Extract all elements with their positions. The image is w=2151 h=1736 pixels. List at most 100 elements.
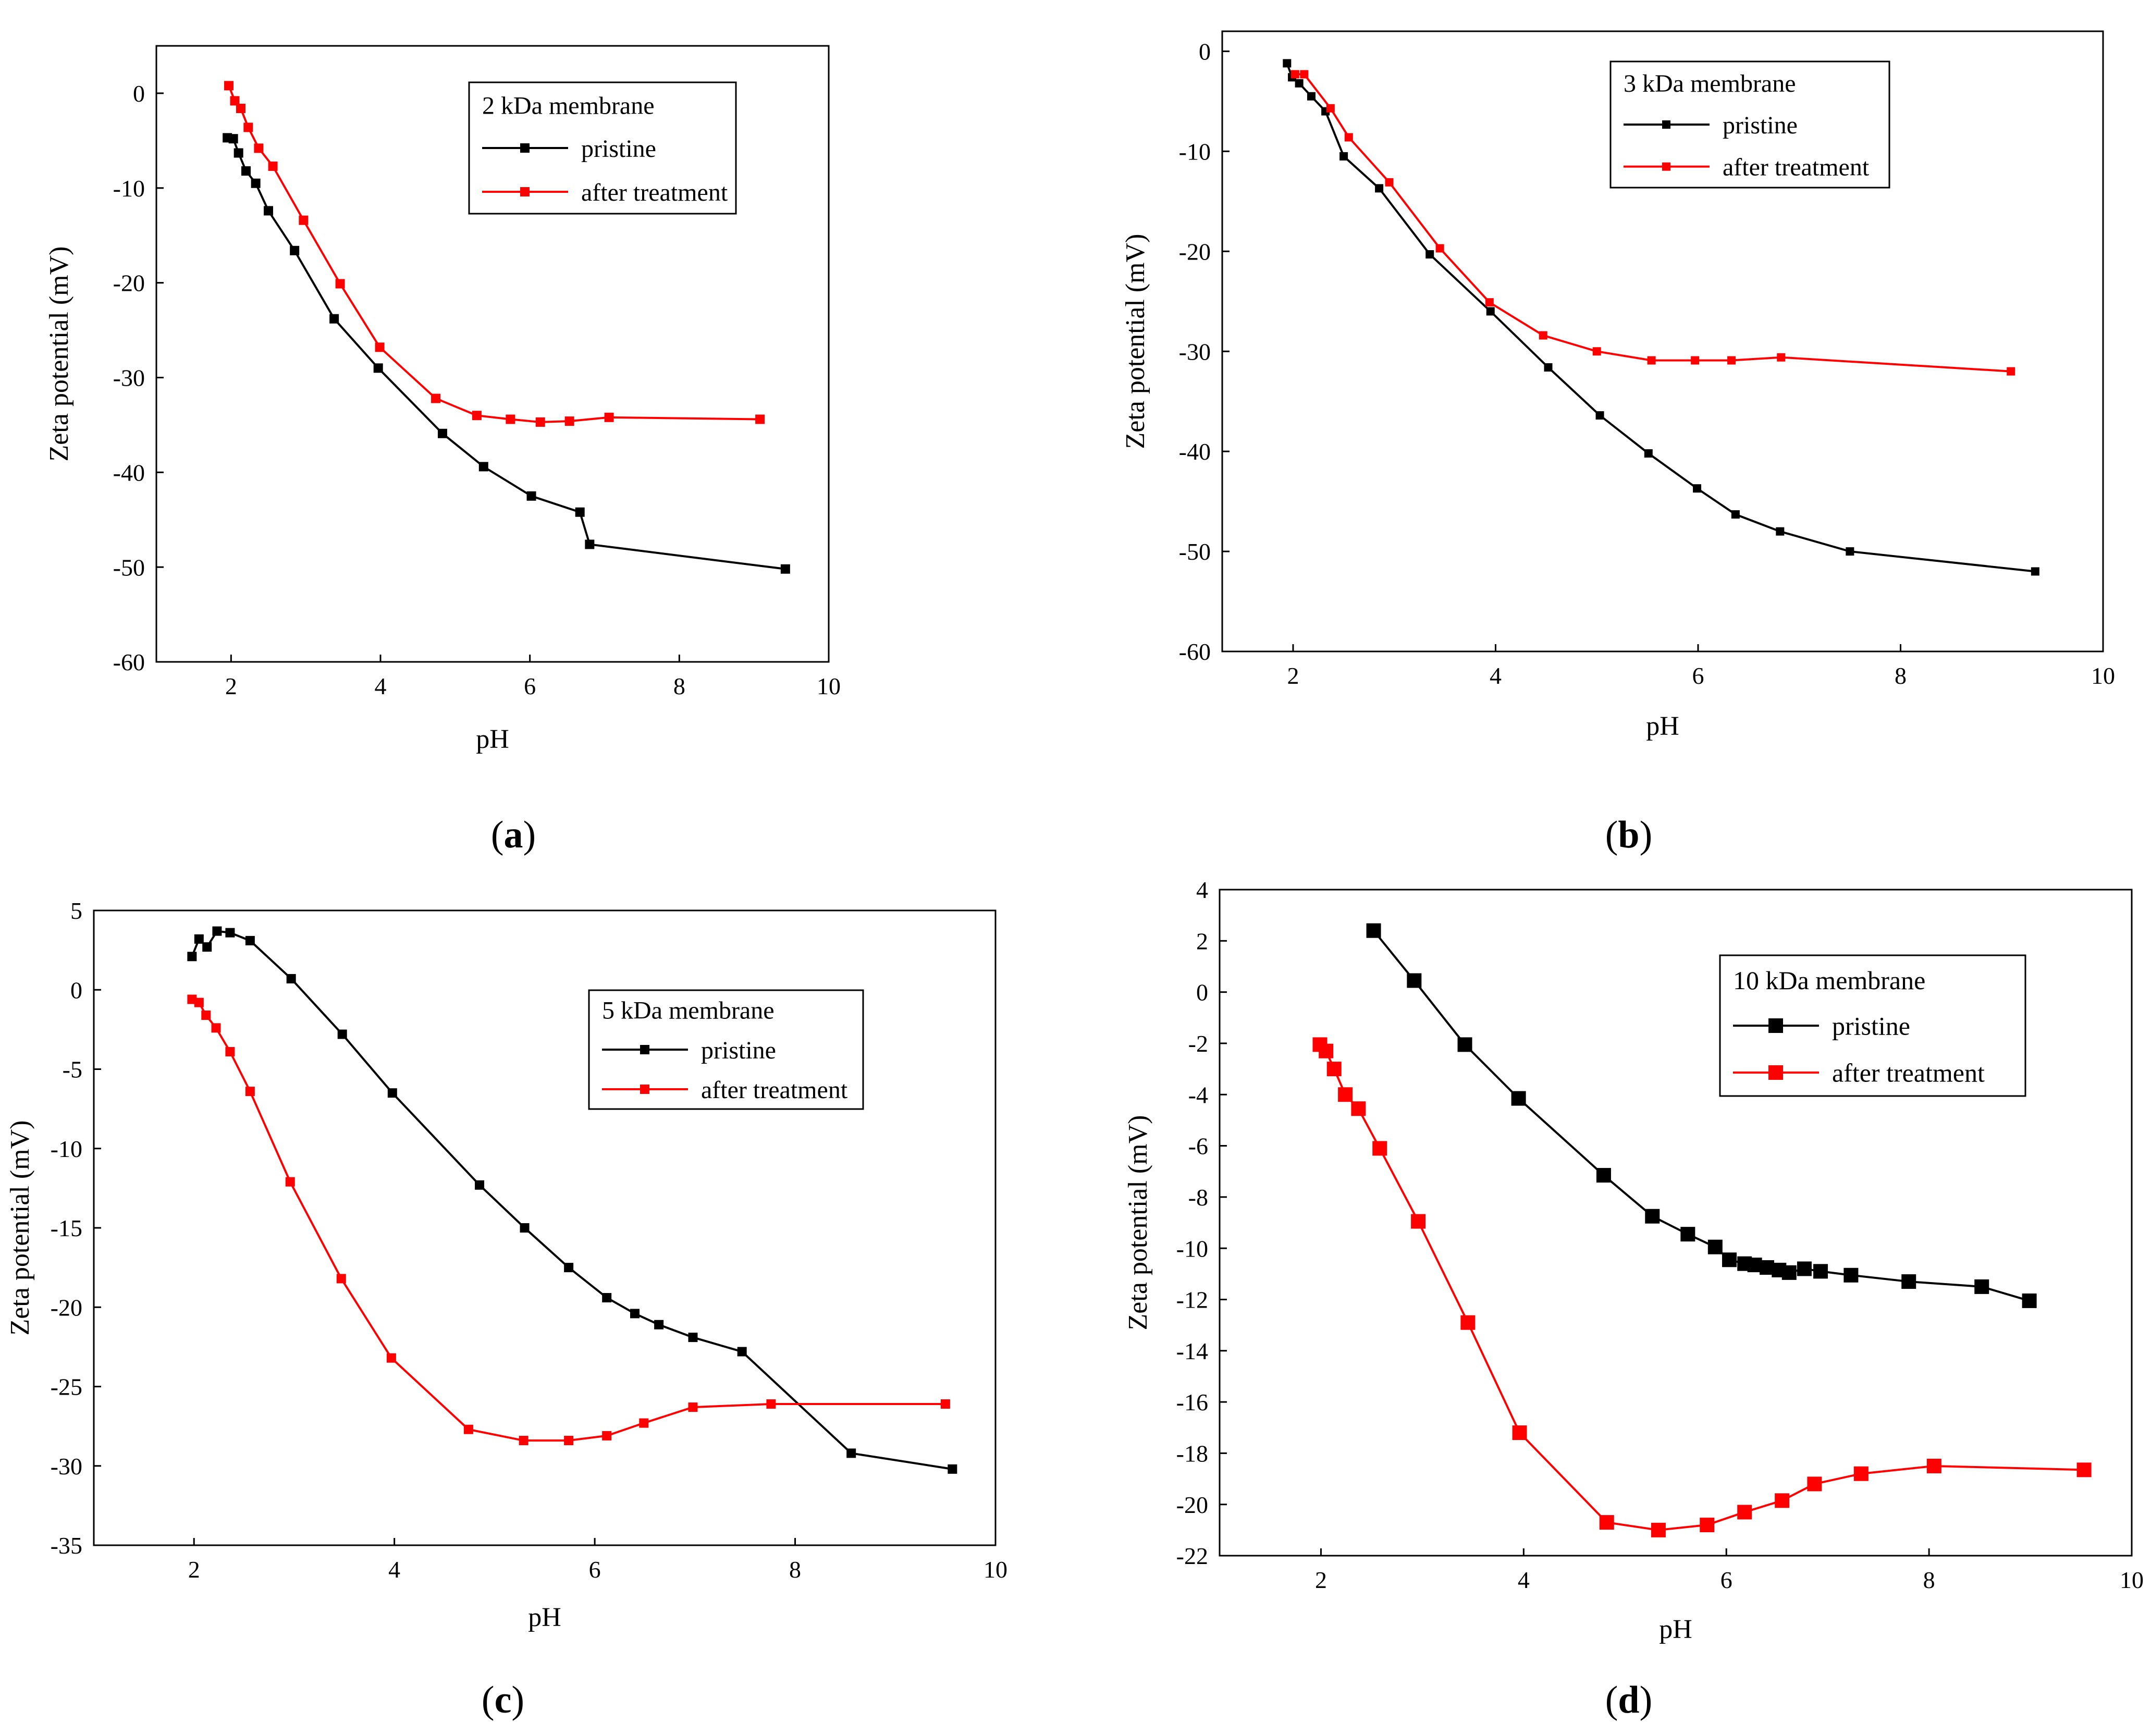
data-point-b-0-11 (1644, 449, 1653, 458)
data-point-d-1-8 (1512, 1425, 1527, 1440)
data-point-c-0-0 (187, 952, 197, 962)
data-point-b-0-5 (1339, 152, 1348, 161)
data-point-c-0-13 (630, 1309, 640, 1319)
y-tick-label-d-5: -6 (1188, 1133, 1208, 1160)
y-tick-label-d-11: -18 (1176, 1440, 1208, 1467)
y-tick-label-c-1: 0 (70, 977, 82, 1003)
y-tick-label-b-5: -50 (1179, 538, 1211, 565)
data-point-b-1-12 (1777, 353, 1786, 362)
data-point-c-1-15 (766, 1399, 776, 1409)
data-point-a-0-7 (329, 314, 339, 324)
data-point-c-0-11 (564, 1263, 574, 1273)
data-point-d-1-11 (1700, 1518, 1715, 1533)
y-tick-label-c-0: 5 (70, 897, 82, 924)
legend-label-b-1: after treatment (1723, 153, 1870, 181)
data-point-d-1-6 (1411, 1214, 1426, 1229)
legend-label-c-1: after treatment (701, 1076, 848, 1104)
y-axis-title-b: Zeta potential (mV) (1121, 234, 1150, 449)
x-tick-label-d-4: 10 (2120, 1567, 2144, 1593)
y-tick-label-a-0: 0 (133, 80, 145, 107)
y-tick-label-d-6: -8 (1188, 1184, 1208, 1211)
data-point-b-1-11 (1727, 356, 1736, 365)
data-point-b-0-12 (1693, 484, 1702, 493)
data-point-b-0-2 (1295, 79, 1304, 88)
data-point-a-0-2 (233, 148, 243, 158)
data-point-a-1-12 (535, 417, 545, 427)
data-point-a-0-4 (251, 178, 261, 188)
y-tick-label-c-7: -30 (51, 1453, 82, 1480)
x-axis-title-a: pH (476, 724, 509, 754)
data-point-d-0-13 (1781, 1265, 1797, 1280)
data-point-d-0-14 (1797, 1261, 1812, 1276)
chart-b: 2 4 6 8 10 0 -10 -20 -30 -40 -50 -60 pH Zeta potentia… (1121, 30, 2115, 741)
chart-panel-d: 2 4 6 8 10 4 2 0 -2 -4 -6 -8 -10 -12 -14 -16 -18 -20 -22 pH… (1076, 877, 2151, 1644)
data-point-b-1-10 (1691, 356, 1700, 365)
data-point-a-1-6 (299, 215, 309, 225)
legend-title-c: 5 kDa membrane (602, 997, 775, 1025)
data-point-b-0-7 (1425, 250, 1434, 259)
y-tick-label-b-4: -40 (1179, 438, 1211, 465)
data-point-d-0-6 (1680, 1227, 1695, 1242)
legend-label-d-1: after treatment (1832, 1058, 1985, 1088)
data-point-a-0-13 (585, 539, 595, 549)
data-point-d-1-2 (1326, 1062, 1342, 1077)
data-point-a-1-9 (431, 393, 441, 403)
data-point-a-1-15 (755, 414, 765, 424)
data-point-c-1-9 (463, 1424, 473, 1434)
data-point-d-0-2 (1457, 1037, 1472, 1052)
legend-label-b-0: pristine (1723, 112, 1798, 139)
data-point-b-0-6 (1375, 184, 1384, 193)
data-point-d-0-4 (1596, 1168, 1611, 1183)
series-line-b-1 (1295, 73, 2011, 373)
series-line-a-1 (228, 85, 760, 423)
y-tick-label-c-5: -20 (51, 1294, 82, 1321)
y-tick-label-a-1: -10 (113, 175, 145, 202)
caption-d: (d) (1605, 1679, 1653, 1721)
data-point-b-0-9 (1544, 363, 1553, 372)
data-point-c-0-1 (194, 934, 204, 944)
data-point-c-0-8 (387, 1088, 397, 1098)
data-point-c-1-8 (386, 1353, 396, 1363)
data-point-a-0-6 (290, 245, 300, 255)
y-tick-label-c-2: -5 (63, 1056, 82, 1083)
data-point-c-0-5 (245, 935, 255, 945)
x-tick-label-a-3: 8 (673, 673, 685, 699)
chart-panel-c: 2 4 6 8 10 5 0 -5 -10 -15 -20 -25 -30 -35 pH Zeta poten… (0, 886, 1042, 1642)
data-point-b-0-3 (1307, 92, 1316, 101)
data-point-c-0-14 (654, 1320, 664, 1329)
data-point-c-0-6 (286, 974, 296, 983)
y-tick-label-b-0: 0 (1199, 38, 1211, 65)
data-point-d-1-12 (1737, 1505, 1752, 1520)
data-point-c-1-14 (688, 1402, 698, 1412)
x-tick-label-d-3: 8 (1923, 1567, 1935, 1593)
data-point-a-0-9 (437, 428, 447, 438)
data-point-c-1-6 (285, 1177, 295, 1187)
y-tick-label-d-3: -2 (1188, 1030, 1208, 1057)
legend-label-a-1: after treatment (581, 179, 728, 206)
data-point-b-1-8 (1592, 347, 1601, 356)
y-tick-label-b-1: -10 (1179, 138, 1211, 165)
data-point-c-0-2 (202, 942, 212, 952)
y-tick-label-d-10: -16 (1176, 1389, 1208, 1415)
x-tick-label-b-4: 10 (2091, 662, 2115, 689)
data-point-b-0-8 (1486, 307, 1495, 316)
data-point-d-1-3 (1338, 1087, 1353, 1102)
caption-c: (c) (481, 1679, 525, 1721)
y-tick-label-d-1: 2 (1196, 928, 1208, 954)
data-point-c-1-16 (940, 1399, 950, 1409)
data-point-b-0-0 (1283, 59, 1292, 68)
data-point-a-1-8 (375, 342, 385, 352)
data-point-a-0-8 (373, 363, 383, 373)
data-point-d-1-7 (1460, 1315, 1476, 1330)
data-point-a-0-3 (241, 166, 251, 176)
chart-panel-b: 2 4 6 8 10 0 -10 -20 -30 -40 -50 -60 pH Zeta potentia… (1076, 0, 2151, 782)
legend-marker-b-0 (1662, 120, 1670, 129)
legend-marker-c-1 (640, 1085, 649, 1094)
y-tick-label-b-2: -20 (1179, 238, 1211, 265)
data-point-b-1-4 (1385, 178, 1394, 187)
y-axis-title-a: Zeta potential (mV) (44, 247, 74, 462)
legend-title-a: 2 kDa membrane (482, 92, 655, 119)
x-tick-label-c-1: 4 (388, 1556, 400, 1583)
y-tick-label-c-3: -10 (51, 1136, 82, 1162)
data-point-a-1-3 (243, 122, 253, 132)
